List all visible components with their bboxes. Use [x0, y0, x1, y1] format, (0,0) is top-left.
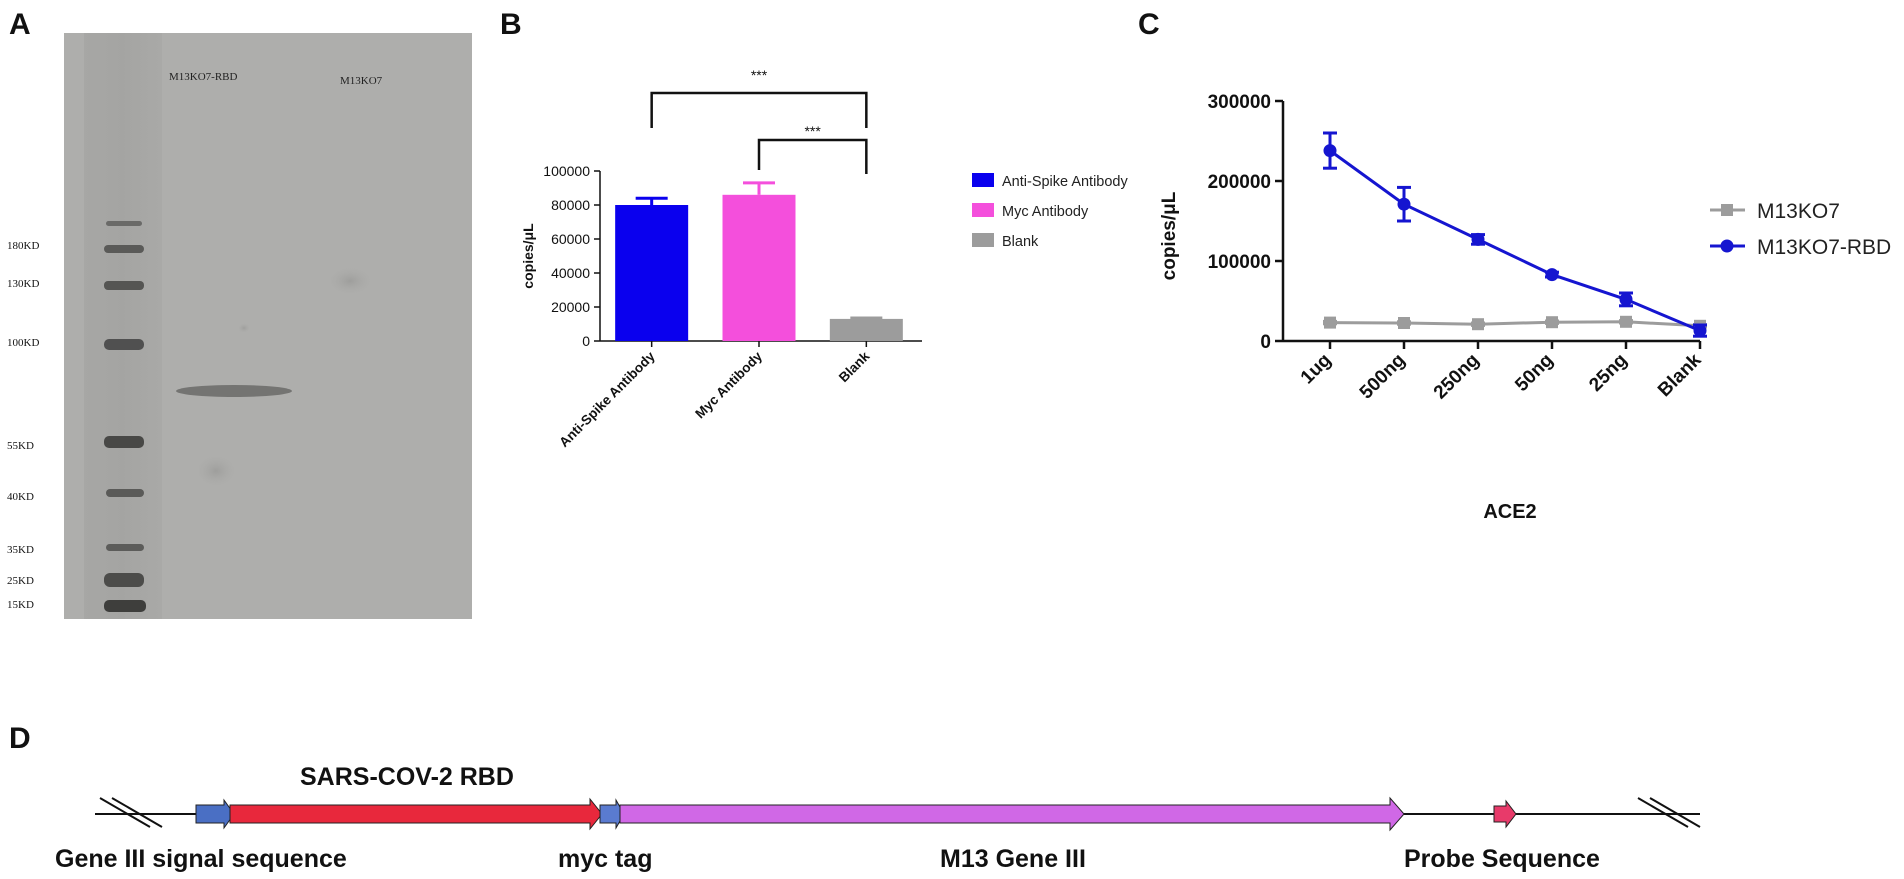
- marker-label: 55KD: [7, 440, 34, 452]
- x-tick-label: Myc Antibody: [692, 348, 765, 421]
- y-tick-label: 100000: [543, 163, 590, 179]
- legend-marker: [1720, 239, 1734, 253]
- break-mark-left: [99, 797, 163, 828]
- legend-swatch: [972, 203, 994, 217]
- blot-bands: [64, 33, 472, 619]
- legend-label: M13KO7: [1757, 200, 1840, 223]
- panel-b-letter: B: [500, 8, 522, 41]
- data-point: [1398, 317, 1410, 329]
- rbd-band: [176, 385, 292, 397]
- bar: [829, 318, 903, 341]
- x-tick-label: Anti-Spike Antibody: [556, 348, 658, 450]
- x-axis-label: ACE2: [1483, 501, 1536, 523]
- break-mark-right: [1637, 797, 1701, 828]
- series-line: [1329, 149, 1701, 332]
- data-point: [1397, 197, 1411, 211]
- panel-d-letter: D: [9, 722, 31, 755]
- x-tick-label: 25ng: [1585, 350, 1631, 396]
- signal-sequence-arrow: [195, 798, 235, 830]
- y-tick-label: 0: [582, 333, 590, 349]
- data-point: [1619, 292, 1633, 306]
- significance-label: ***: [751, 67, 768, 83]
- x-tick-label: 500ng: [1356, 350, 1410, 404]
- y-axis-label: copies/μL: [520, 223, 536, 289]
- y-tick-label: 20000: [551, 299, 590, 315]
- construct-diagram: SARS-COV-2 RBD Gene III signal sequence …: [55, 763, 1701, 873]
- gene-iii-label: M13 Gene III: [940, 845, 1086, 873]
- legend-marker: [1721, 204, 1733, 216]
- y-tick-label: 200000: [1208, 172, 1271, 193]
- y-tick-label: 80000: [551, 197, 590, 213]
- significance-bracket: [757, 138, 868, 174]
- data-point: [1324, 316, 1336, 329]
- x-tick-label: 50ng: [1511, 350, 1557, 396]
- panel-c-letter: C: [1138, 8, 1160, 41]
- line-chart: 0 100000 200000 300000 copies/μL 1ug 500ng 250n…: [1159, 92, 1891, 523]
- data-point: [1472, 318, 1484, 331]
- bar-chart: 0 20000 40000 60000 80000 100000 copies/μL Anti…: [520, 67, 1128, 450]
- x-tick-label: Blank: [1654, 349, 1706, 401]
- legend-label: Anti-Spike Antibody: [1002, 174, 1128, 190]
- marker-label: 40KD: [7, 491, 34, 503]
- series-line: [1329, 320, 1701, 328]
- legend-swatch: [972, 173, 994, 187]
- rbd-arrow: [229, 797, 603, 831]
- data-point: [1620, 315, 1632, 328]
- data-point: [1545, 268, 1559, 282]
- panel-a-letter: A: [9, 8, 31, 41]
- marker-label: 130KD: [7, 278, 40, 290]
- y-tick-label: 40000: [551, 265, 590, 281]
- bar: [722, 194, 796, 341]
- blot-lane-label-rbd: M13KO7-RBD: [169, 71, 238, 83]
- y-axis-label: copies/μL: [1159, 191, 1180, 280]
- probe-sequence-arrow: [1493, 799, 1517, 829]
- x-tick-label: Blank: [836, 348, 873, 385]
- x-tick-label: 250ng: [1430, 350, 1484, 404]
- marker-label: 100KD: [7, 337, 40, 349]
- significance-label: ***: [804, 123, 821, 139]
- legend-swatch: [972, 233, 994, 247]
- data-point: [1471, 232, 1485, 246]
- ladder-bands: [104, 221, 146, 612]
- gene-iii-arrow: [619, 796, 1405, 832]
- y-tick-label: 300000: [1208, 92, 1271, 113]
- legend-label: Myc Antibody: [1002, 204, 1089, 220]
- blot-lane-label-ko7: M13KO7: [340, 75, 383, 87]
- data-point: [1546, 316, 1558, 329]
- y-tick-label: 0: [1260, 332, 1271, 353]
- data-point: [1693, 324, 1707, 338]
- rbd-label: SARS-COV-2 RBD: [300, 763, 514, 791]
- significance-bracket: [650, 91, 868, 128]
- marker-label: 35KD: [7, 544, 34, 556]
- legend-label: M13KO7-RBD: [1757, 236, 1891, 259]
- bar: [615, 205, 689, 341]
- marker-label: 180KD: [7, 240, 40, 252]
- signal-sequence-label: Gene III signal sequence: [55, 845, 347, 873]
- legend-label: Blank: [1002, 234, 1039, 250]
- myc-tag-label: myc tag: [558, 845, 652, 873]
- marker-label: 25KD: [7, 575, 34, 587]
- probe-sequence-label: Probe Sequence: [1404, 845, 1600, 873]
- western-blot-image: M13KO7-RBD M13KO7: [64, 33, 472, 619]
- data-point: [1323, 144, 1337, 158]
- x-tick-label: 1ug: [1297, 350, 1336, 389]
- y-tick-label: 100000: [1208, 252, 1271, 273]
- marker-label: 15KD: [7, 599, 34, 611]
- y-tick-label: 60000: [551, 231, 590, 247]
